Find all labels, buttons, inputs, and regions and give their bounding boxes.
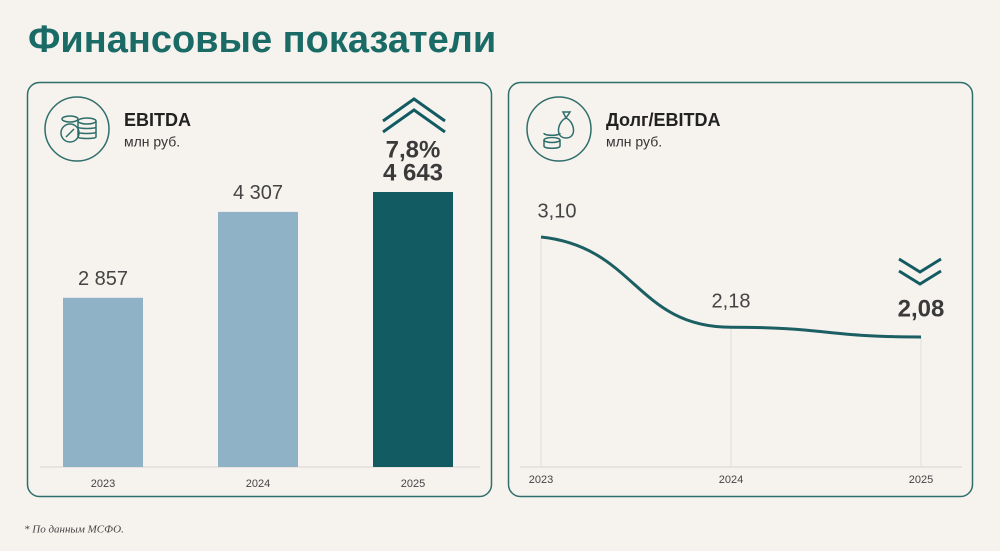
x-tick-label: 2023 xyxy=(529,474,553,486)
footnote: * По данным МСФО. xyxy=(24,524,124,536)
value-label: 2,08 xyxy=(898,295,945,322)
icon xyxy=(44,96,110,162)
chart-title: EBITDA xyxy=(124,110,191,130)
value-label: 4 643 xyxy=(383,159,443,186)
chart-subtitle: млн руб. xyxy=(124,134,180,150)
bar xyxy=(373,192,453,467)
value-label: 4 307 xyxy=(233,182,283,204)
x-tick-label: 2024 xyxy=(719,474,743,486)
down-chevron xyxy=(898,269,942,286)
x-tick-label: 2025 xyxy=(909,474,933,486)
value-label: 2,18 xyxy=(712,290,751,312)
panel xyxy=(26,81,493,498)
bar xyxy=(63,297,143,467)
value-label: 2 857 xyxy=(78,268,128,290)
icon xyxy=(526,96,592,162)
bar xyxy=(218,211,298,467)
x-tick-label: 2025 xyxy=(401,478,425,490)
page-title: Финансовые показатели xyxy=(28,19,496,61)
chart-subtitle: млн руб. xyxy=(606,134,662,150)
annotation: 7,8% xyxy=(386,136,441,163)
line xyxy=(540,235,922,339)
value-label: 3,10 xyxy=(538,200,577,222)
panel xyxy=(507,81,974,498)
x-tick-label: 2023 xyxy=(91,478,115,490)
x-tick-label: 2024 xyxy=(246,478,270,490)
up-chevron xyxy=(382,97,446,123)
up-chevron xyxy=(382,108,446,134)
down-chevron xyxy=(898,257,942,274)
chart-title: Долг/EBITDA xyxy=(606,110,721,130)
